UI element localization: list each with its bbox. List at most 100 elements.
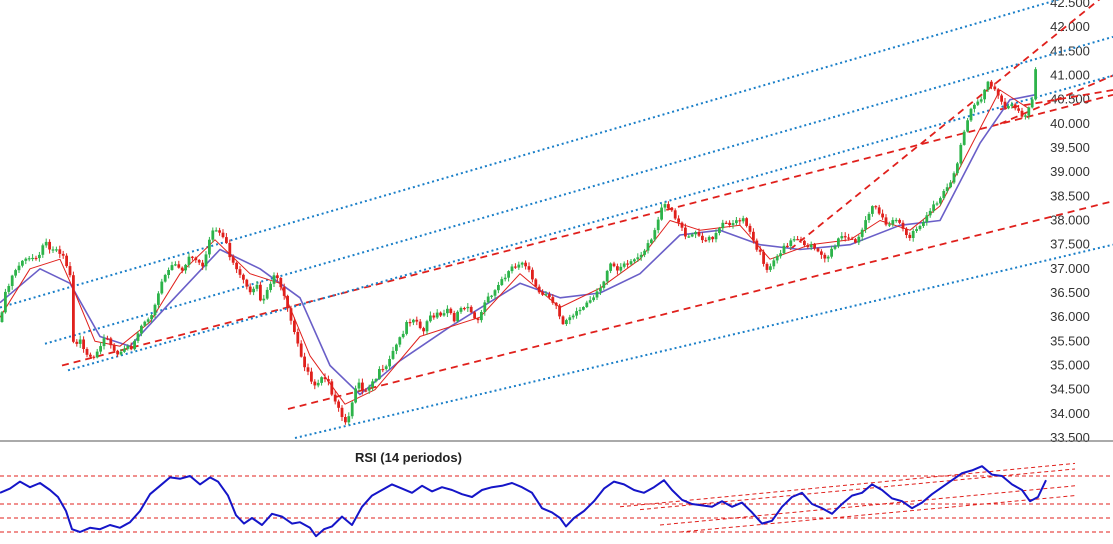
candle-down xyxy=(884,217,888,225)
candle-down xyxy=(201,262,204,267)
candle-down xyxy=(697,232,701,236)
candle-up xyxy=(252,288,255,293)
candle-down xyxy=(327,379,330,382)
candle-up xyxy=(939,198,942,204)
candle-up xyxy=(690,234,694,237)
candle-up xyxy=(255,284,259,289)
candle-up xyxy=(772,260,776,267)
y-tick-label: 40.000 xyxy=(1050,116,1090,131)
candle-down xyxy=(701,235,704,241)
candle-down xyxy=(816,248,820,252)
candle-up xyxy=(354,388,357,403)
candle-up xyxy=(888,224,891,226)
candle-up xyxy=(7,286,11,292)
candle-up xyxy=(582,307,585,310)
candle-down xyxy=(561,316,565,325)
candle-up xyxy=(837,238,840,247)
candle-up xyxy=(262,298,266,301)
candle-down xyxy=(299,343,303,357)
candle-up xyxy=(775,256,779,261)
candle-down xyxy=(197,260,201,263)
candle-down xyxy=(439,312,442,316)
candle-down xyxy=(677,218,680,223)
candle-down xyxy=(340,407,344,417)
candle-up xyxy=(446,308,449,314)
candle-down xyxy=(745,218,748,226)
candle-down xyxy=(248,286,252,293)
candle-up xyxy=(140,325,143,334)
candle-down xyxy=(850,238,854,240)
y-tick-label: 33.500 xyxy=(1050,430,1090,445)
y-tick-label: 35.000 xyxy=(1050,358,1090,373)
candle-down xyxy=(762,251,765,264)
candle-up xyxy=(595,291,599,298)
candle-up xyxy=(867,213,871,221)
rsi-trend-line xyxy=(679,495,1076,533)
candle-down xyxy=(259,284,262,301)
candle-up xyxy=(782,245,786,254)
candle-down xyxy=(667,204,670,209)
candle-up xyxy=(568,317,572,321)
candle-up xyxy=(646,243,650,251)
candle-up xyxy=(959,144,963,164)
candle-up xyxy=(922,222,925,226)
candle-down xyxy=(1013,104,1017,109)
y-tick-label: 38.000 xyxy=(1050,213,1090,228)
candle-down xyxy=(531,269,534,280)
candle-up xyxy=(976,101,980,105)
candle-up xyxy=(102,338,106,347)
candle-up xyxy=(486,296,490,303)
candle-up xyxy=(830,248,833,257)
trend-line xyxy=(789,0,1101,251)
candle-down xyxy=(180,267,184,271)
candle-down xyxy=(109,338,113,346)
candle-up xyxy=(316,382,320,386)
candle-down xyxy=(218,230,221,233)
moving-average-fast xyxy=(0,89,1031,405)
candle-down xyxy=(61,253,65,256)
candle-up xyxy=(932,204,935,211)
candle-down xyxy=(306,367,310,372)
candle-down xyxy=(1000,95,1003,102)
candle-up xyxy=(507,271,510,278)
candle-down xyxy=(116,350,119,355)
rsi-trend-line xyxy=(619,462,1076,508)
candle-down xyxy=(289,308,293,321)
candle-up xyxy=(150,315,153,320)
y-tick-label: 40.500 xyxy=(1050,92,1090,107)
candle-up xyxy=(174,264,177,266)
candle-down xyxy=(823,254,827,259)
regression-channel-line xyxy=(0,0,1061,309)
rsi-panel-title: RSI (14 periodos) xyxy=(355,450,462,465)
candle-down xyxy=(303,356,306,368)
candle-up xyxy=(269,283,272,290)
candle-down xyxy=(245,279,249,287)
candle-up xyxy=(707,236,711,241)
candle-down xyxy=(765,263,769,270)
candle-down xyxy=(89,354,92,357)
candle-down xyxy=(1020,110,1024,117)
candle-down xyxy=(874,206,878,208)
candle-up xyxy=(656,219,660,231)
candle-up xyxy=(986,81,990,90)
candle-up xyxy=(840,236,844,239)
candle-down xyxy=(422,328,425,332)
regression-channel-line xyxy=(44,35,1113,345)
candle-down xyxy=(514,266,517,268)
candle-down xyxy=(537,286,541,293)
candle-up xyxy=(592,297,595,301)
candle-down xyxy=(337,401,340,408)
candle-down xyxy=(469,306,473,313)
y-tick-label: 35.500 xyxy=(1050,333,1090,348)
candle-down xyxy=(847,237,850,239)
candle-up xyxy=(735,220,738,224)
candle-down xyxy=(418,321,422,329)
candle-down xyxy=(92,356,96,358)
y-tick-label: 37.000 xyxy=(1050,261,1090,276)
candle-up xyxy=(204,254,208,267)
candle-up xyxy=(27,258,31,260)
candle-up xyxy=(483,302,487,312)
candle-up xyxy=(170,265,174,270)
candle-up xyxy=(915,229,918,231)
